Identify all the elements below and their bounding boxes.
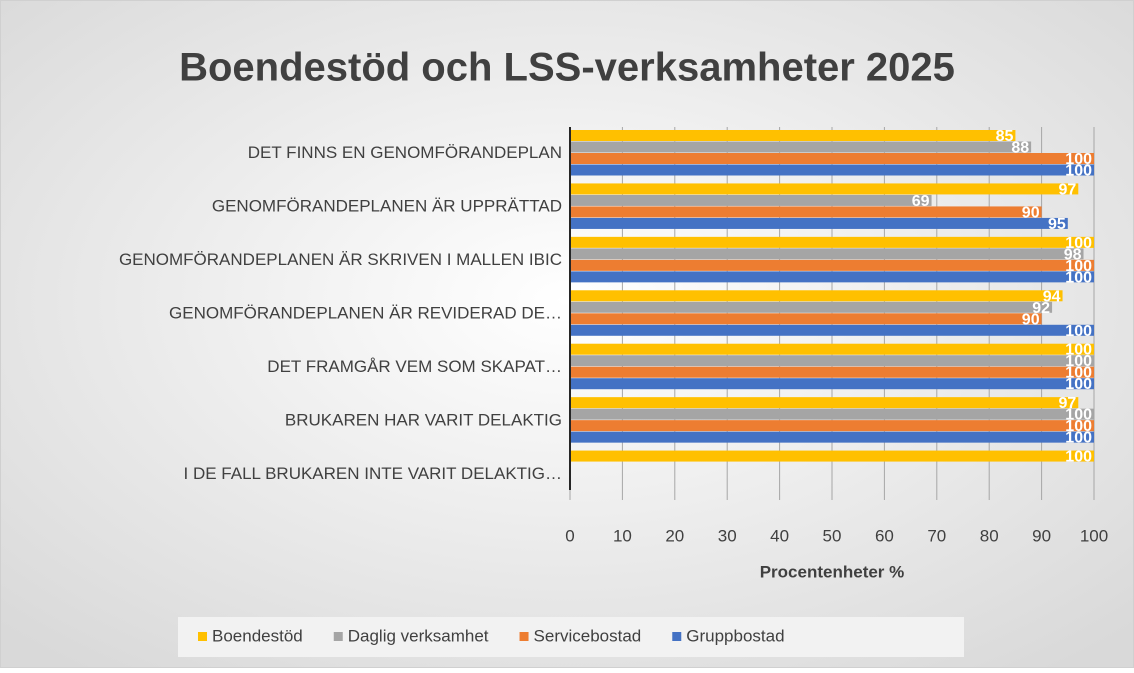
bar xyxy=(570,271,1094,283)
x-tick-label: 30 xyxy=(718,526,737,545)
y-tick-label: DET FRAMGÅR VEM SOM SKAPAT… xyxy=(267,357,562,376)
data-label: 100 xyxy=(1065,449,1092,466)
bar xyxy=(570,420,1094,432)
x-tick-label: 60 xyxy=(875,526,894,545)
bar xyxy=(570,355,1094,367)
data-label: 100 xyxy=(1065,151,1092,168)
chart-title: Boendestöd och LSS-verksamheter 2025 xyxy=(179,46,955,90)
data-label: 97 xyxy=(1058,181,1076,198)
y-tick-label: BRUKAREN HAR VARIT DELAKTIG xyxy=(285,410,562,429)
legend-label: Boendestöd xyxy=(212,626,303,645)
x-tick-label: 10 xyxy=(613,526,632,545)
bar xyxy=(570,153,1094,164)
data-label: 90 xyxy=(1022,204,1040,221)
legend-swatch xyxy=(519,632,529,641)
y-tick-label: DET FINNS EN GENOMFÖRANDEPLAN xyxy=(248,143,562,162)
data-label: 100 xyxy=(1065,407,1092,424)
bar xyxy=(570,378,1094,390)
legend-swatch xyxy=(333,632,343,641)
data-label: 94 xyxy=(1043,288,1061,305)
x-tick-label: 50 xyxy=(823,526,842,545)
legend-swatch xyxy=(198,632,207,641)
bar xyxy=(570,290,1063,302)
legend-swatch xyxy=(672,632,682,641)
y-tick-label: I DE FALL BRUKAREN INTE VARIT DELAKTIG… xyxy=(184,464,563,483)
bar xyxy=(570,366,1094,378)
bar xyxy=(570,450,1094,462)
bar xyxy=(570,130,1016,141)
x-axis-title: Procentenheter % xyxy=(760,562,905,581)
data-label: 92 xyxy=(1032,300,1050,317)
bar xyxy=(570,206,1042,218)
bar xyxy=(570,236,1094,248)
data-label: 98 xyxy=(1064,246,1082,263)
y-tick-label: GENOMFÖRANDEPLANEN ÄR REVIDERAD DE… xyxy=(169,303,562,322)
data-label: 97 xyxy=(1058,395,1076,412)
data-label: 100 xyxy=(1065,418,1092,435)
data-label: 100 xyxy=(1065,162,1092,179)
data-label: 88 xyxy=(1011,139,1029,156)
x-tick-label: 100 xyxy=(1080,526,1108,545)
data-label: 100 xyxy=(1065,269,1092,286)
x-tick-label: 0 xyxy=(565,526,574,545)
bar xyxy=(570,343,1094,355)
bar xyxy=(570,183,1079,195)
legend-label: Gruppbostad xyxy=(686,626,784,645)
bar xyxy=(570,301,1053,313)
legend xyxy=(178,617,964,657)
legend-label: Daglig verksamhet xyxy=(348,626,489,645)
data-label: 100 xyxy=(1065,342,1092,359)
bar xyxy=(570,431,1094,443)
data-label: 100 xyxy=(1065,365,1092,382)
bar xyxy=(570,217,1068,229)
bar xyxy=(570,324,1094,336)
bar xyxy=(570,194,932,206)
bar xyxy=(570,164,1094,176)
x-tick-label: 70 xyxy=(927,526,946,545)
legend-label: Servicebostad xyxy=(534,626,642,645)
bar xyxy=(570,248,1084,260)
data-label: 100 xyxy=(1065,323,1092,340)
data-label: 95 xyxy=(1048,216,1066,233)
x-tick-label: 90 xyxy=(1032,526,1051,545)
data-label: 100 xyxy=(1065,258,1092,275)
data-label: 100 xyxy=(1065,235,1092,252)
data-label: 69 xyxy=(912,193,930,210)
bar xyxy=(570,397,1079,409)
x-tick-label: 20 xyxy=(665,526,684,545)
x-tick-label: 80 xyxy=(980,526,999,545)
data-label: 90 xyxy=(1022,311,1040,328)
y-tick-label: GENOMFÖRANDEPLANEN ÄR SKRIVEN I MALLEN I… xyxy=(119,250,562,269)
data-label: 100 xyxy=(1065,430,1092,447)
y-tick-label: GENOMFÖRANDEPLANEN ÄR UPPRÄTTAD xyxy=(212,197,562,216)
bar xyxy=(570,313,1042,325)
data-label: 100 xyxy=(1065,353,1092,370)
bar xyxy=(570,141,1032,153)
data-label: 100 xyxy=(1065,376,1092,393)
bar xyxy=(570,408,1094,420)
data-label: 85 xyxy=(996,128,1014,145)
bar xyxy=(570,259,1094,271)
x-tick-label: 40 xyxy=(770,526,789,545)
